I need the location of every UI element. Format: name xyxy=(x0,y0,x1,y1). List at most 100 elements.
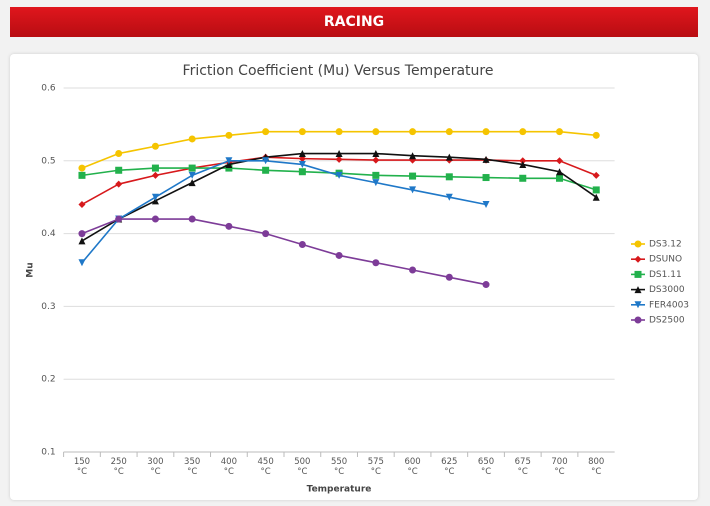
point xyxy=(225,160,233,168)
point xyxy=(372,179,380,187)
point xyxy=(409,128,417,136)
point xyxy=(592,171,600,179)
point xyxy=(298,168,306,176)
point xyxy=(225,157,233,165)
y-tick-label: 0.3 xyxy=(41,302,55,312)
point xyxy=(225,164,233,172)
point xyxy=(188,215,196,223)
point xyxy=(335,171,343,179)
point xyxy=(188,179,196,187)
point xyxy=(445,173,453,181)
point xyxy=(556,174,563,182)
x-tick-label: 150 °C xyxy=(73,457,91,477)
point xyxy=(372,150,380,158)
point xyxy=(556,157,563,165)
x-tick-label: 250 °C xyxy=(110,457,127,477)
point xyxy=(372,259,380,267)
series-line xyxy=(81,152,597,242)
point xyxy=(78,171,86,179)
point xyxy=(78,200,86,208)
point xyxy=(335,150,343,158)
point xyxy=(634,286,642,294)
y-axis-label: Mu xyxy=(26,262,36,277)
x-tick-label: 300 °C xyxy=(147,457,164,477)
point xyxy=(335,128,343,136)
y-tick-label: 0.6 xyxy=(41,84,56,94)
point xyxy=(298,150,306,158)
point xyxy=(115,215,123,223)
point xyxy=(445,153,453,161)
point xyxy=(592,131,600,139)
point xyxy=(409,172,417,180)
point xyxy=(262,166,270,174)
point xyxy=(151,142,159,150)
point xyxy=(151,215,159,223)
point xyxy=(519,157,527,165)
point xyxy=(372,156,380,164)
point xyxy=(188,135,196,143)
header: RACING xyxy=(10,7,698,37)
series-line xyxy=(81,160,487,264)
point xyxy=(482,128,490,136)
point xyxy=(225,131,233,139)
point xyxy=(482,174,490,182)
point xyxy=(556,168,563,176)
x-tick-label: 700 °C xyxy=(551,457,568,477)
point xyxy=(372,128,380,136)
series-line xyxy=(81,218,487,286)
point xyxy=(482,200,490,208)
x-tick-label: 350 °C xyxy=(184,457,201,477)
chart-title: Friction Coefficient (Mu) Versus Tempera… xyxy=(183,63,494,79)
point xyxy=(634,240,642,248)
point xyxy=(78,164,86,172)
legend-label: DS3.12 xyxy=(649,240,682,250)
legend-label: DS3000 xyxy=(649,285,685,295)
y-tick-label: 0.1 xyxy=(41,448,55,458)
point xyxy=(519,160,527,168)
point xyxy=(262,128,270,136)
point xyxy=(592,186,600,194)
point xyxy=(445,128,453,136)
point xyxy=(335,251,343,259)
point xyxy=(592,193,600,201)
point xyxy=(78,259,86,267)
x-tick-label: 600 °C xyxy=(404,457,421,477)
point xyxy=(298,160,306,168)
y-tick-label: 0.5 xyxy=(41,156,55,166)
point xyxy=(519,128,527,136)
x-tick-label: 575 °C xyxy=(367,457,384,477)
point xyxy=(115,150,123,158)
point xyxy=(262,230,270,238)
y-tick-label: 0.2 xyxy=(41,375,55,385)
point xyxy=(372,171,380,179)
point xyxy=(482,281,490,289)
point xyxy=(335,155,343,163)
point xyxy=(188,171,196,179)
point xyxy=(262,157,270,165)
point xyxy=(151,164,159,172)
point xyxy=(634,255,642,263)
point xyxy=(634,316,642,324)
x-tick-label: 400 °C xyxy=(220,457,237,477)
point xyxy=(225,222,233,230)
legend-label: DS2500 xyxy=(649,316,685,326)
point xyxy=(151,193,159,201)
legend-label: DSUNO xyxy=(649,255,682,265)
point xyxy=(151,171,159,179)
x-tick-label: 500 °C xyxy=(294,457,311,477)
point xyxy=(634,301,642,309)
point xyxy=(188,164,196,172)
point xyxy=(298,241,306,249)
x-tick-label: 450 °C xyxy=(257,457,274,477)
point xyxy=(519,174,527,182)
point xyxy=(115,166,123,174)
chart-card xyxy=(10,54,698,500)
x-tick-label: 625 °C xyxy=(441,457,458,477)
point xyxy=(151,197,159,205)
y-tick-label: 0.4 xyxy=(41,229,56,239)
point xyxy=(445,273,453,281)
legend-label: FER4003 xyxy=(649,300,689,310)
point xyxy=(556,128,563,136)
x-tick-label: 800 °C xyxy=(588,457,605,477)
